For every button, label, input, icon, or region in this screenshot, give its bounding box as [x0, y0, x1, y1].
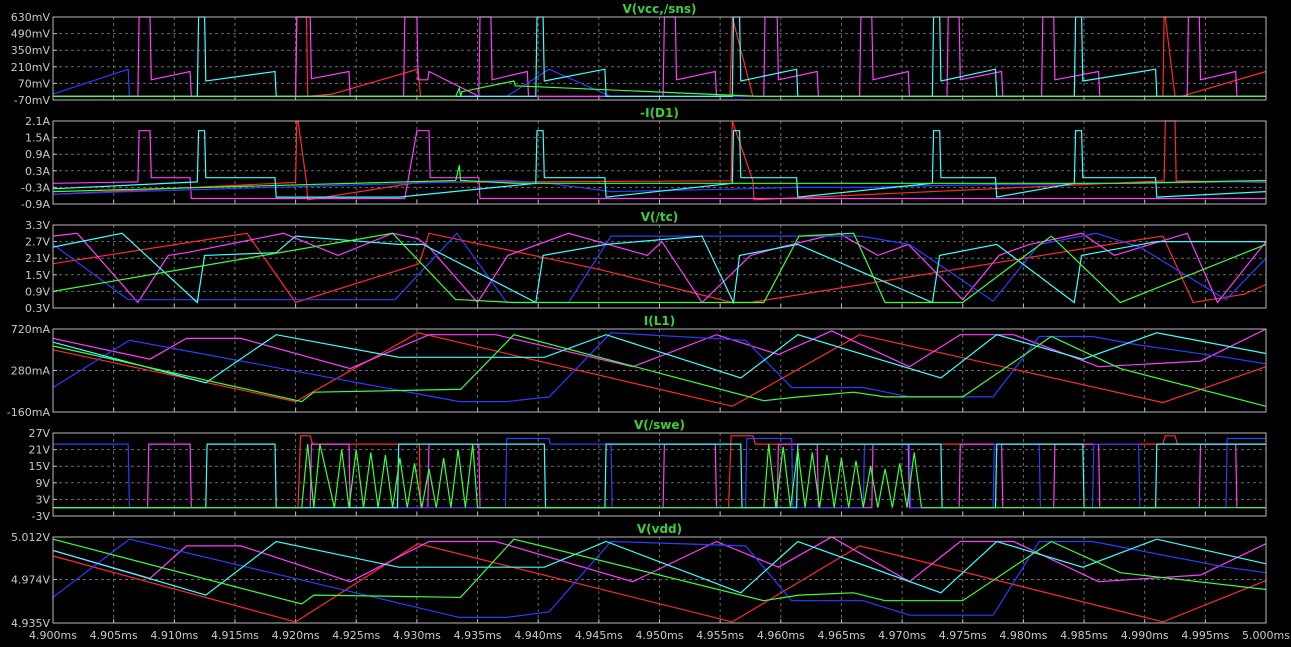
y-tick-label: 9V	[35, 477, 50, 490]
y-tick-label: 21V	[28, 444, 50, 457]
y-tick-label: 2.1A	[25, 115, 50, 128]
trace-line[interactable]	[52, 332, 1267, 403]
pane-title[interactable]: I(L1)	[644, 314, 675, 328]
plot-frame	[52, 120, 1267, 205]
x-tick-label: 4.975ms	[939, 629, 987, 642]
y-tick-label: 720mA	[11, 323, 51, 336]
plot-frame	[52, 16, 1267, 101]
plot-pane-1[interactable]: -70mV 70mV 210mV 350mV 490mV 630mV V(vcc,/sns)	[11, 2, 1267, 107]
x-tick-label: 4.900ms	[29, 629, 77, 642]
trace-line[interactable]	[52, 232, 1267, 304]
y-tick-label: 15V	[28, 460, 50, 473]
y-tick-label: 5.012V	[11, 531, 50, 544]
x-tick-label: 4.960ms	[757, 629, 805, 642]
y-tick-label: -160mA	[7, 406, 51, 419]
trace-line[interactable]	[52, 232, 1266, 305]
x-tick-label: 4.990ms	[1121, 629, 1169, 642]
trace-line[interactable]	[53, 443, 1266, 509]
time-axis: 4.900ms 4.905ms 4.910ms 4.915ms 4.920ms 4.925…	[29, 629, 1290, 642]
y-tick-label: 0.9A	[25, 148, 50, 161]
plot-panes: -70mV 70mV 210mV 350mV 490mV 630mV V(vcc,/sns)…	[7, 2, 1267, 630]
x-tick-label: 4.915ms	[211, 629, 259, 642]
trace-line[interactable]	[52, 232, 1267, 304]
plot-pane-3[interactable]: 0.3V 0.9V 1.5V 2.1V 2.7V 3.3V V(/tc)	[25, 210, 1267, 315]
trace-line[interactable]	[52, 334, 1267, 407]
x-tick-label: 4.940ms	[514, 629, 562, 642]
x-tick-label: 4.910ms	[150, 629, 198, 642]
y-tick-label: 350mV	[11, 44, 51, 57]
plot-pane-2[interactable]: -0.9A -0.3A 0.3A 0.9A 1.5A 2.1A -I(D1)	[21, 106, 1267, 211]
y-tick-label: 0.3A	[25, 165, 50, 178]
x-tick-label: 4.935ms	[454, 629, 502, 642]
y-tick-label: -0.3A	[21, 181, 50, 194]
y-tick-label: 4.974V	[11, 573, 50, 586]
y-tick-label: 0.9V	[25, 285, 50, 298]
x-tick-label: 4.985ms	[1060, 629, 1108, 642]
y-tick-label: 2.1V	[25, 252, 50, 265]
x-tick-label: 4.920ms	[272, 629, 320, 642]
plot-pane-5[interactable]: -3V 3V 9V 15V 21V 27V V(/swe)	[28, 418, 1267, 523]
y-tick-label: -3V	[32, 510, 51, 523]
x-tick-label: 5.000ms	[1242, 629, 1290, 642]
plot-frame	[52, 432, 1267, 517]
trace-line[interactable]	[52, 165, 1267, 193]
trace-line[interactable]	[53, 443, 1266, 509]
trace-line[interactable]	[52, 130, 1267, 198]
pane-title[interactable]: V(/tc)	[641, 210, 679, 224]
x-tick-label: 4.965ms	[817, 629, 865, 642]
y-tick-label: 1.5V	[25, 269, 50, 282]
pane-title[interactable]: V(vdd)	[637, 522, 682, 536]
y-tick-label: 27V	[28, 427, 50, 440]
y-tick-label: 280mA	[11, 365, 51, 378]
x-tick-label: 4.925ms	[332, 629, 380, 642]
x-tick-label: 4.930ms	[393, 629, 441, 642]
trace-line[interactable]	[52, 543, 1267, 623]
trace-line[interactable]	[53, 437, 1266, 509]
trace-line[interactable]	[52, 232, 1267, 304]
pane-title[interactable]: -I(D1)	[640, 106, 679, 120]
x-tick-label: 4.945ms	[575, 629, 623, 642]
plot-pane-6[interactable]: 4.935V 4.974V 5.012V V(vdd)	[11, 522, 1267, 630]
trace-line[interactable]	[53, 435, 1266, 509]
x-tick-label: 4.905ms	[90, 629, 138, 642]
y-tick-label: -70mV	[14, 94, 51, 107]
pane-title[interactable]: V(vcc,/sns)	[622, 2, 696, 16]
plot-frame	[52, 224, 1267, 309]
x-tick-label: 4.950ms	[636, 629, 684, 642]
y-tick-label: 0.3V	[25, 302, 50, 315]
y-tick-label: 630mV	[11, 11, 51, 24]
trace-line[interactable]	[52, 538, 1267, 619]
trace-line[interactable]	[52, 332, 1267, 384]
x-tick-label: 4.955ms	[696, 629, 744, 642]
trace-line[interactable]	[52, 332, 1267, 407]
x-tick-label: 4.970ms	[878, 629, 926, 642]
y-tick-label: 210mV	[11, 61, 51, 74]
pane-title[interactable]: V(/swe)	[634, 418, 685, 432]
trace-line[interactable]	[52, 130, 1266, 200]
trace-line[interactable]	[52, 538, 1267, 605]
plot-frame	[52, 536, 1267, 624]
y-tick-label: 3.3V	[25, 219, 50, 232]
y-tick-label: 490mV	[11, 28, 51, 41]
y-tick-label: 2.7V	[25, 236, 50, 249]
trace-line[interactable]	[52, 328, 1267, 370]
y-tick-label: 3V	[35, 493, 50, 506]
trace-line[interactable]	[53, 80, 1266, 98]
y-tick-label: 70mV	[18, 77, 51, 90]
y-tick-label: 4.935V	[11, 617, 50, 630]
trace-line[interactable]	[53, 16, 1266, 98]
y-tick-label: 1.5A	[25, 132, 50, 145]
plot-frame	[52, 328, 1267, 413]
plot-pane-4[interactable]: -160mA 280mA 720mA I(L1)	[7, 314, 1267, 419]
x-tick-label: 4.995ms	[1181, 629, 1229, 642]
y-tick-label: -0.9A	[21, 198, 50, 211]
trace-line[interactable]	[52, 538, 1267, 596]
x-tick-label: 4.980ms	[999, 629, 1047, 642]
